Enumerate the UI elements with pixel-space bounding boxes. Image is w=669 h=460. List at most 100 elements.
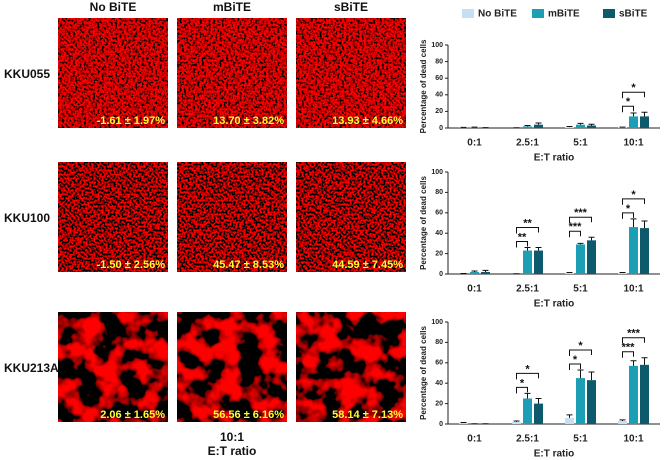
bar <box>565 272 574 274</box>
image-value-label: 56.56 ± 6.16% <box>213 409 284 421</box>
y-axis-label: Percentage of dead cells <box>419 39 428 133</box>
image-caption-axis: E:T ratio <box>208 444 257 458</box>
row-label: KKU100 <box>4 211 50 225</box>
significance-label: * <box>626 96 631 108</box>
bar <box>576 124 585 128</box>
image-caption-ratio: 10:1 <box>220 430 244 444</box>
row-label: KKU055 <box>4 67 50 81</box>
error-bar <box>460 272 467 274</box>
significance-label: *** <box>622 342 636 354</box>
significance-label: * <box>631 189 636 201</box>
error-bar <box>630 360 637 366</box>
significance-bracket <box>622 198 645 205</box>
significance-bracket <box>516 372 539 380</box>
bar <box>534 403 543 424</box>
image-value-label: 45.47 ± 8.53% <box>213 259 284 271</box>
y-tick-label: 20 <box>435 108 443 115</box>
significance-label: *** <box>574 207 588 219</box>
error-bar <box>619 419 626 421</box>
y-tick-label: 100 <box>431 169 443 176</box>
bar <box>587 380 596 424</box>
y-axis-label: Percentage of dead cells <box>419 326 428 420</box>
bar <box>459 422 468 424</box>
error-bar <box>588 371 595 381</box>
legend-label: sBiTE <box>619 9 648 20</box>
error-bar <box>588 236 595 241</box>
error-bar <box>482 269 489 272</box>
bar <box>470 271 479 274</box>
image-value-label: -1.61 ± 1.97% <box>97 115 166 127</box>
bar <box>512 421 521 424</box>
y-tick-label: 0 <box>439 125 443 132</box>
error-bar <box>535 122 542 125</box>
significance-bracket <box>622 337 645 344</box>
legend-label: No BiTE <box>478 9 517 20</box>
y-tick-label: 100 <box>431 42 443 49</box>
y-tick-label: 60 <box>435 360 443 367</box>
bar <box>534 124 543 128</box>
column-header: No BiTE <box>90 0 137 14</box>
x-tick-label: 0:1 <box>467 434 482 445</box>
bar <box>523 126 532 128</box>
significance-bracket <box>622 91 645 99</box>
y-tick-label: 100 <box>431 319 443 326</box>
y-tick-label: 40 <box>435 380 443 387</box>
micrograph-texture <box>58 162 168 272</box>
significance-label: * <box>520 377 525 389</box>
y-tick-label: 80 <box>435 339 443 346</box>
significance-label: * <box>626 203 631 215</box>
significance-bracket <box>622 212 634 219</box>
y-axis-label: Percentage of dead cells <box>419 176 428 270</box>
x-tick-label: 2.5:1 <box>516 284 539 295</box>
legend-swatch <box>532 9 544 18</box>
micrograph-texture <box>58 312 168 422</box>
y-tick-label: 20 <box>435 400 443 407</box>
bar <box>576 378 585 424</box>
x-tick-label: 10:1 <box>623 434 643 445</box>
error-bar <box>471 270 478 272</box>
y-tick-label: 80 <box>435 189 443 196</box>
error-bar <box>630 218 637 228</box>
y-tick-label: 20 <box>435 250 443 257</box>
bar <box>523 398 532 424</box>
y-tick-label: 0 <box>439 271 443 278</box>
error-bar <box>535 398 542 404</box>
bar <box>565 127 574 128</box>
y-tick-label: 40 <box>435 92 443 99</box>
error-bar <box>524 125 531 127</box>
bar <box>640 228 649 274</box>
significance-bracket <box>516 240 528 248</box>
y-tick-label: 60 <box>435 210 443 217</box>
x-axis-label: E:T ratio <box>534 153 575 164</box>
significance-bracket <box>569 230 581 238</box>
bar <box>565 417 574 424</box>
error-bar <box>566 271 573 273</box>
bar <box>534 250 543 274</box>
legend-swatch <box>603 9 615 18</box>
error-bar <box>460 421 467 423</box>
bar <box>576 244 585 274</box>
legend-swatch <box>462 9 474 18</box>
error-bar <box>535 246 542 251</box>
micrograph-texture <box>177 162 287 272</box>
y-tick-label: 40 <box>435 230 443 237</box>
row-label: KKU213A <box>4 361 59 375</box>
y-tick-label: 80 <box>435 58 443 65</box>
x-tick-label: 10:1 <box>623 138 643 149</box>
error-bar <box>619 271 626 273</box>
micrograph-texture <box>296 18 406 128</box>
x-tick-label: 5:1 <box>573 434 588 445</box>
x-tick-label: 5:1 <box>573 284 588 295</box>
x-tick-label: 0:1 <box>467 138 482 149</box>
significance-label: *** <box>627 328 641 340</box>
legend-label: mBiTE <box>548 9 580 20</box>
image-value-label: 2.06 ± 1.65% <box>100 409 165 421</box>
error-bar <box>524 246 531 251</box>
image-value-label: 44.59 ± 7.45% <box>332 259 403 271</box>
significance-label: * <box>525 363 530 375</box>
y-tick-label: 60 <box>435 75 443 82</box>
image-value-label: -1.50 ± 2.56% <box>97 259 166 271</box>
error-bar <box>630 112 637 117</box>
significance-label: * <box>631 82 636 94</box>
